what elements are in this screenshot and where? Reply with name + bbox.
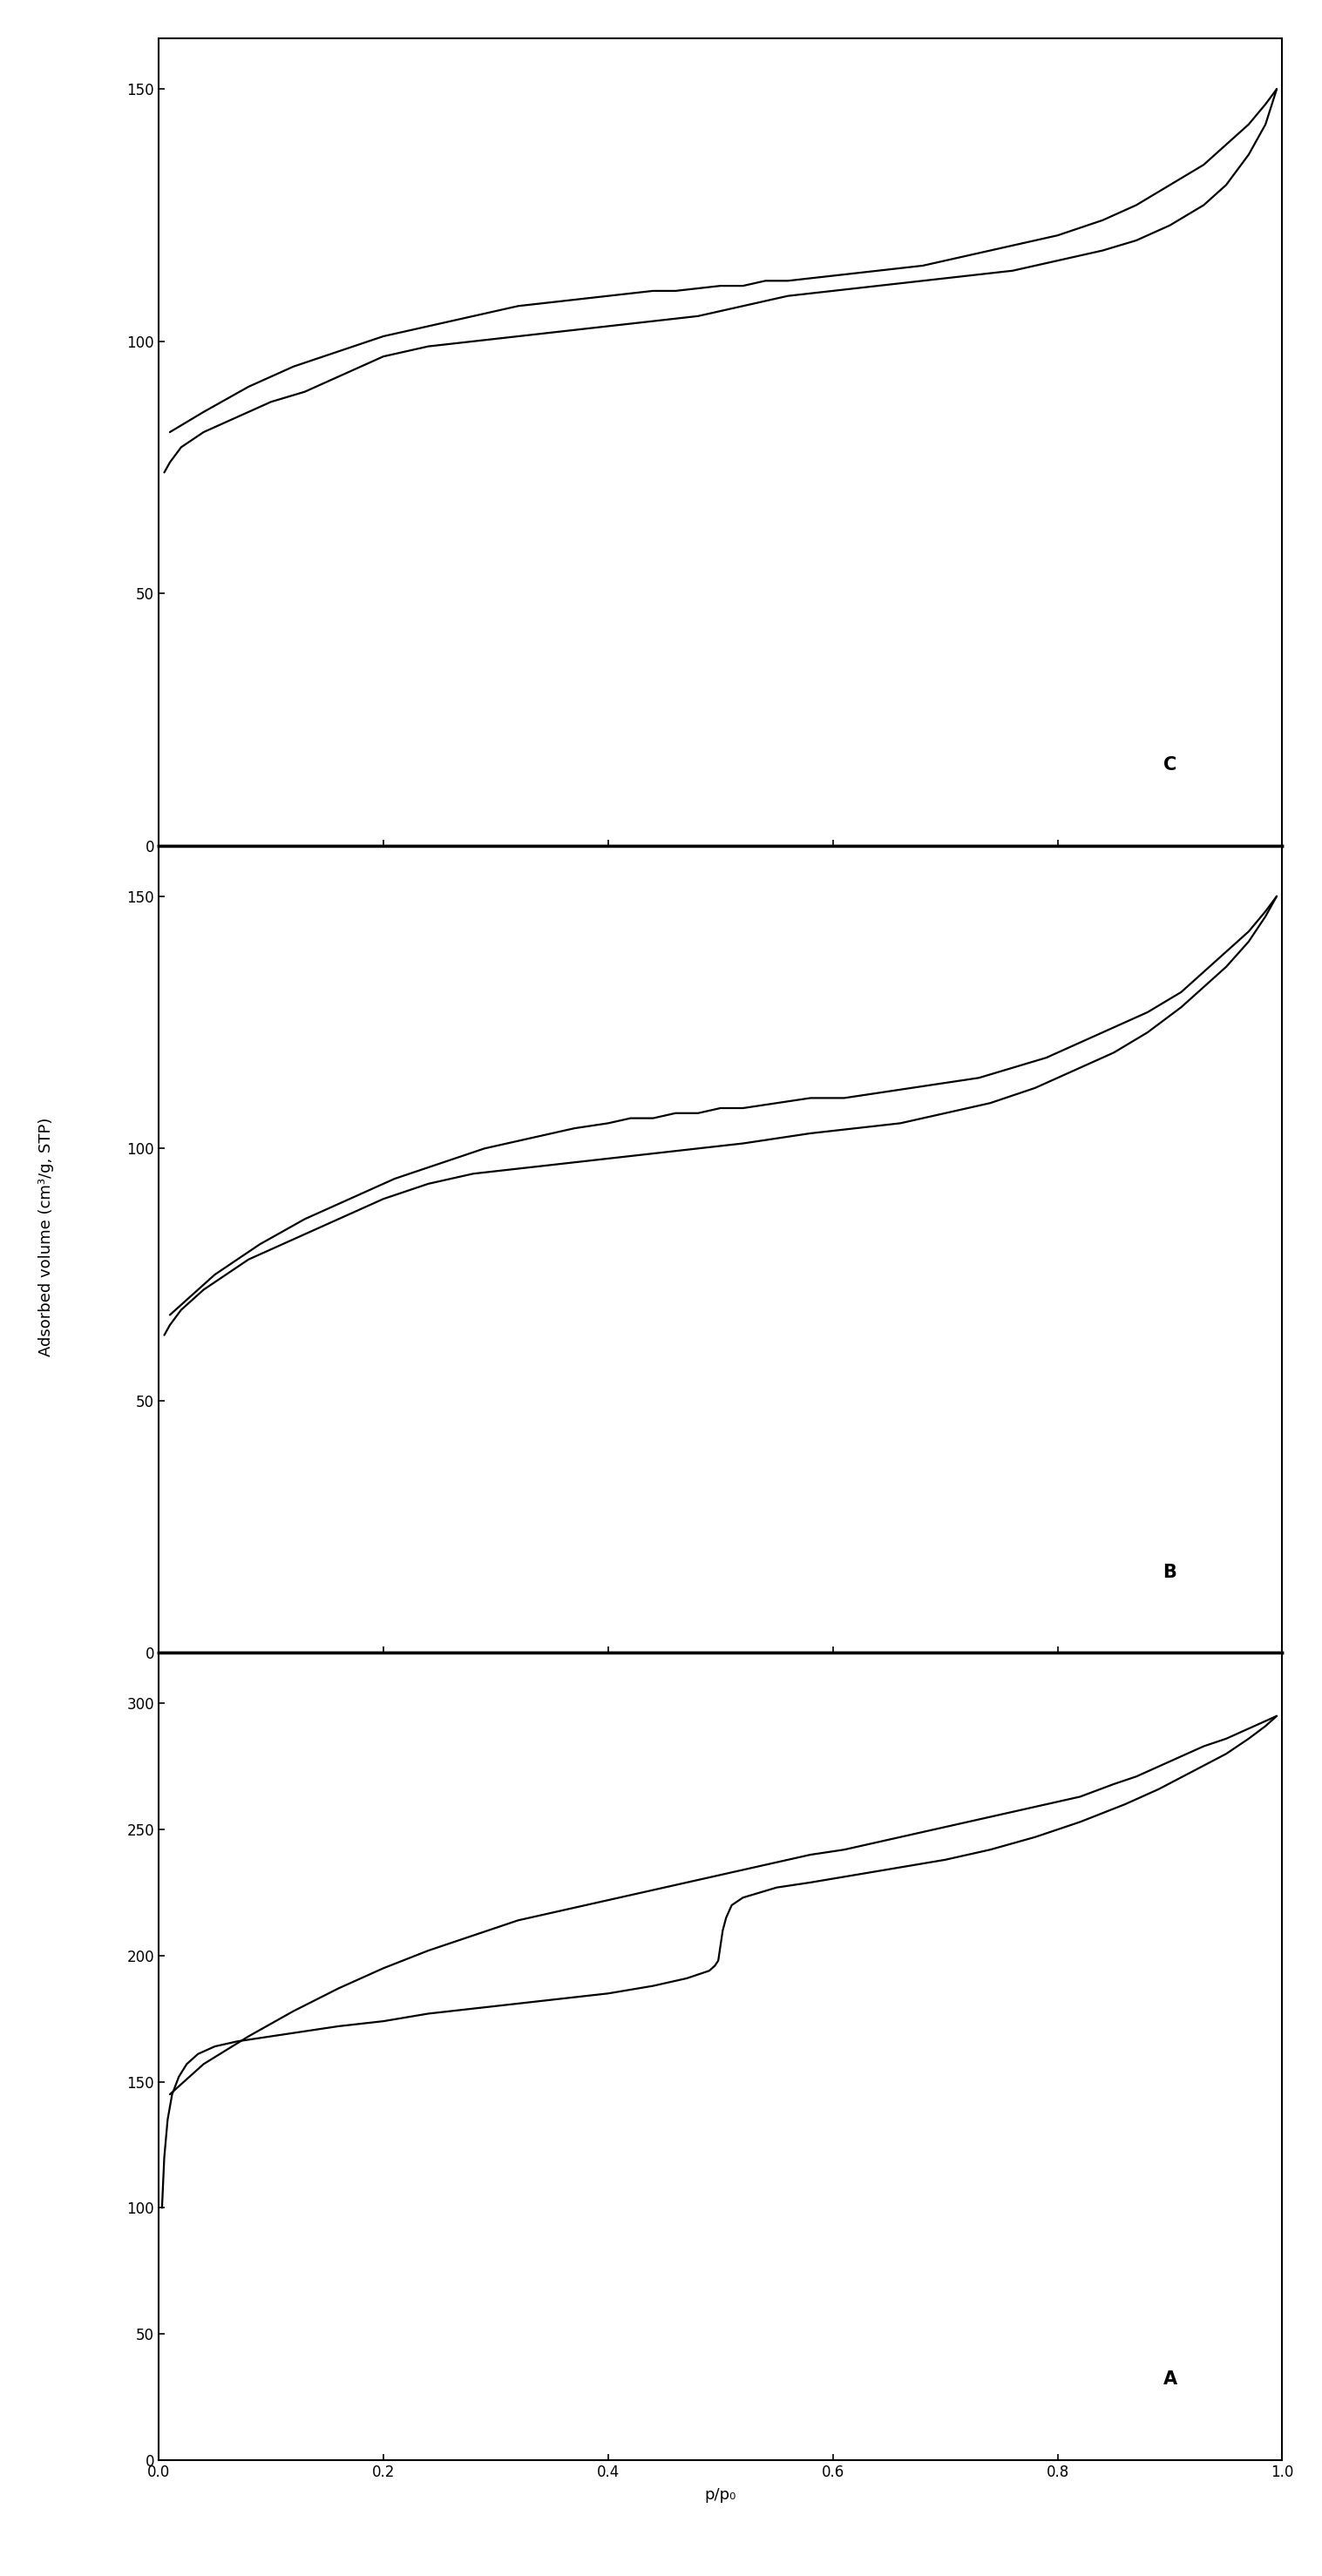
- Text: A: A: [1163, 2370, 1177, 2388]
- Text: C: C: [1163, 757, 1177, 773]
- Text: Adsorbed volume (cm³/g, STP): Adsorbed volume (cm³/g, STP): [38, 1118, 54, 1355]
- Text: B: B: [1163, 1564, 1177, 1582]
- X-axis label: p/p₀: p/p₀: [705, 2488, 736, 2504]
